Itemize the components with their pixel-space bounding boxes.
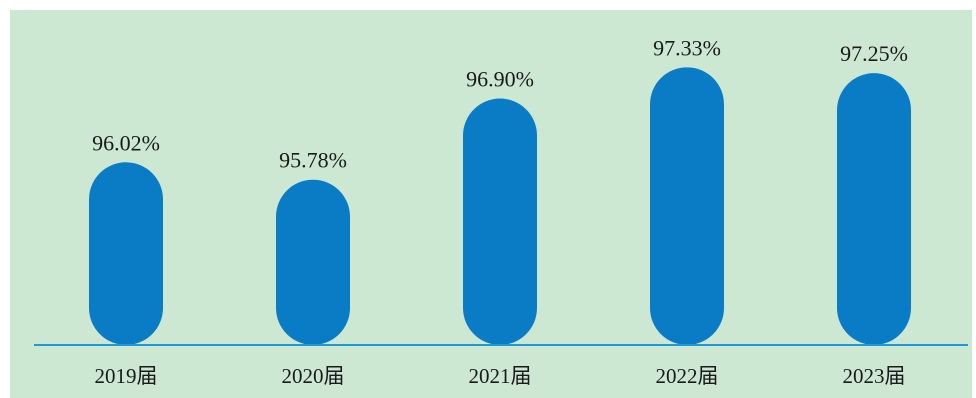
- category-label-1: 2020届: [282, 364, 345, 388]
- bar-4: [837, 73, 911, 345]
- category-label-3: 2022届: [656, 364, 719, 388]
- bar-2: [463, 98, 537, 345]
- bar-3: [650, 67, 724, 345]
- category-labels-group: 2019届 2020届 2021届 2022届 2023届: [95, 364, 906, 388]
- bar-1: [276, 179, 350, 345]
- category-label-2: 2021届: [469, 364, 532, 388]
- value-label-0: 96.02%: [92, 130, 160, 155]
- chart-panel: 96.02% 95.78% 96.90% 97.33% 97.25% 2019届 2020…: [10, 10, 972, 398]
- bar-chart: 96.02% 95.78% 96.90% 97.33% 97.25% 2019届 2020…: [34, 35, 968, 388]
- value-label-1: 95.78%: [279, 148, 347, 173]
- category-label-0: 2019届: [95, 364, 158, 388]
- bar-0: [89, 162, 163, 345]
- value-label-2: 96.90%: [466, 67, 534, 92]
- bars-group: [89, 67, 911, 345]
- value-label-4: 97.25%: [840, 41, 908, 66]
- value-label-3: 97.33%: [653, 35, 721, 60]
- value-labels-group: 96.02% 95.78% 96.90% 97.33% 97.25%: [92, 35, 908, 172]
- category-label-4: 2023届: [843, 364, 906, 388]
